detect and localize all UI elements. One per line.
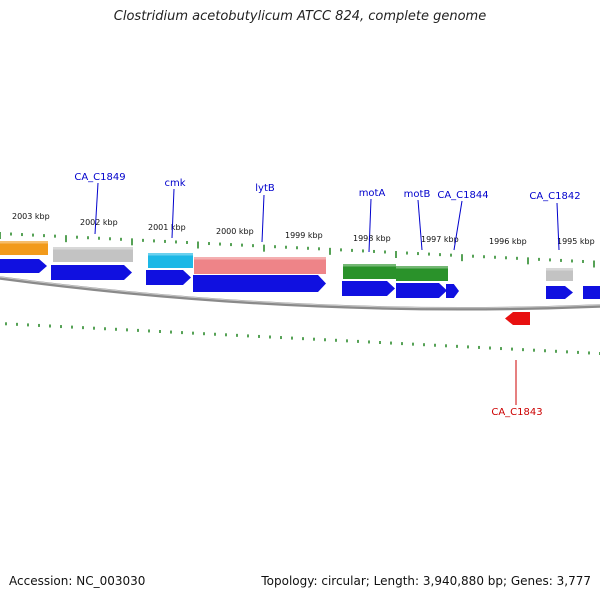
- kbp-label: 2001 kbp: [148, 223, 186, 232]
- CA_C1842-feature-body: [546, 268, 573, 281]
- kbp-label: 2002 kbp: [80, 218, 118, 227]
- CA_C1842-feature: [546, 268, 573, 281]
- CA_C1843-cds-arrow: [505, 312, 530, 325]
- kbp-label: 1998 kbp: [353, 234, 391, 243]
- feature-track: [0, 241, 600, 325]
- gene-label: lytB: [255, 183, 275, 194]
- kbp-label: 1999 kbp: [285, 231, 323, 240]
- kbp-label: 2000 kbp: [216, 227, 254, 236]
- lytB-feature: [194, 257, 326, 274]
- CA_C1842-cds-arrow: [546, 286, 573, 299]
- orange-feature: [0, 241, 48, 255]
- gene-label: motB: [404, 189, 431, 200]
- leader-line: [453, 200, 463, 251]
- cmk-cds-arrow: [146, 270, 191, 285]
- motB-feature: [396, 266, 448, 281]
- cmk-feature-body: [148, 253, 193, 268]
- tick-marks: [0, 232, 600, 355]
- kbp-label: 1995 kbp: [557, 237, 595, 246]
- leader-line: [368, 198, 372, 253]
- gene-label: CA_C1844: [437, 190, 488, 201]
- map-title: Clostridium acetobutylicum ATCC 824, com…: [113, 9, 487, 24]
- lytB-cds-arrow: [193, 275, 326, 292]
- lytB-feature-body: [194, 257, 326, 274]
- gene-label: motA: [359, 188, 386, 199]
- CA_C1844-cds-arrow: [446, 284, 459, 298]
- lytB-feature-shine: [194, 257, 326, 260]
- orange-feature-body: [0, 241, 48, 255]
- kbp-label: 1996 kbp: [489, 237, 527, 246]
- leader-line: [261, 194, 265, 243]
- motA-feature-shine: [343, 264, 396, 267]
- motA-feature: [343, 264, 396, 279]
- leader-line: [556, 202, 560, 251]
- motB-cds-arrow: [396, 283, 447, 298]
- motB-feature-shine: [396, 266, 448, 269]
- leader-line: [94, 182, 99, 235]
- gene-label: CA_C1842: [529, 191, 580, 202]
- motA-cds-arrow: [342, 281, 395, 296]
- motB-feature-body: [396, 266, 448, 281]
- leader-line: [171, 188, 175, 239]
- leader-line: [417, 199, 423, 251]
- orange-feature-shine: [0, 241, 48, 244]
- cds-arrow-edge: [583, 286, 600, 299]
- gene-label: CA_C1843: [491, 407, 542, 418]
- accession-text: Accession: NC_003030: [9, 574, 146, 588]
- gene-label: cmk: [164, 178, 185, 189]
- grey-feature: [53, 247, 133, 262]
- kbp-label: 2003 kbp: [12, 212, 50, 221]
- genome-backbone: [0, 276, 600, 311]
- genome-summary: Topology: circular; Length: 3,940,880 bp…: [261, 574, 591, 588]
- grey-feature-shine: [53, 247, 133, 250]
- kbp-scale: 2003 kbp 2002 kbp 2001 kbp 2000 kbp 1999 kbp…: [12, 212, 595, 246]
- grey-feature-body: [53, 247, 133, 262]
- gene-label: CA_C1849: [74, 172, 125, 183]
- kbp-label: 1997 kbp: [421, 235, 459, 244]
- genome-backbone-highlight: [0, 276, 600, 309]
- cmk-feature: [148, 253, 193, 268]
- CA_C1842-feature-shine: [546, 268, 573, 271]
- cds-arrow: [51, 265, 132, 280]
- motA-feature-body: [343, 264, 396, 279]
- cds-arrow: [0, 259, 47, 273]
- cmk-feature-shine: [148, 253, 193, 256]
